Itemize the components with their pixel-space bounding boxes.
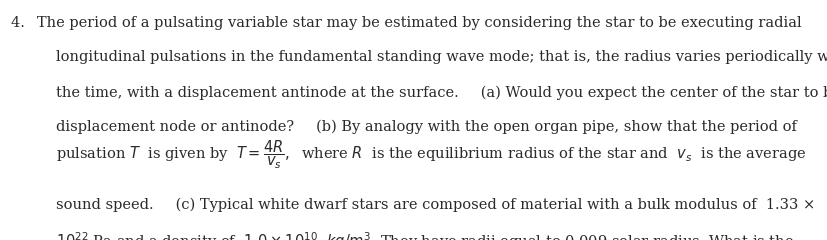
Text: longitudinal pulsations in the fundamental standing wave mode; that is, the radi: longitudinal pulsations in the fundament… <box>56 50 827 64</box>
Text: 4.  The period of a pulsating variable star may be estimated by considering the : 4. The period of a pulsating variable st… <box>11 16 801 30</box>
Text: pulsation $T$  is given by  $T = \dfrac{4R}{v_s},$  where $R$  is the equilibriu: pulsation $T$ is given by $T = \dfrac{4R… <box>56 139 805 171</box>
Text: displacement node or antinode?  (b) By analogy with the open organ pipe, show th: displacement node or antinode? (b) By an… <box>56 120 796 134</box>
Text: sound speed.  (c) Typical white dwarf stars are composed of material with a bulk: sound speed. (c) Typical white dwarf sta… <box>56 197 815 212</box>
Text: the time, with a displacement antinode at the surface.  (a) Would you expect the: the time, with a displacement antinode a… <box>56 85 827 100</box>
Text: $10^{22}$ Pa and a density of  $1.0\times10^{10}$  $kg/m^3$. They have radii equ: $10^{22}$ Pa and a density of $1.0\times… <box>56 230 793 240</box>
